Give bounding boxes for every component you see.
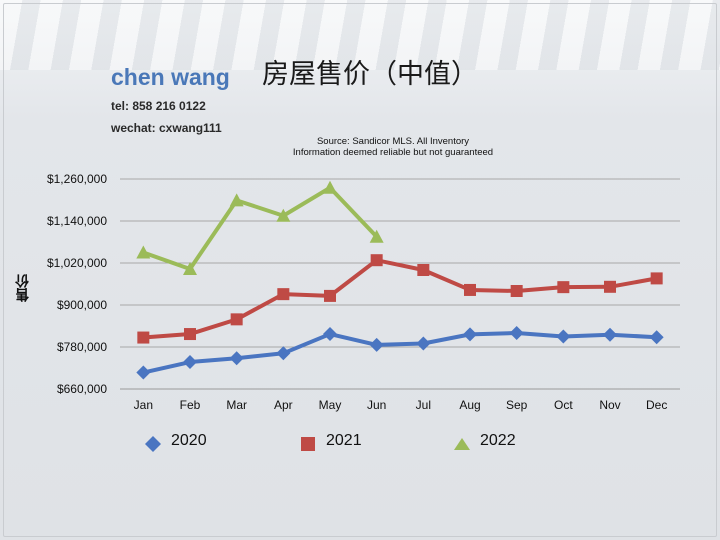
x-tick-label: Mar — [226, 398, 247, 412]
agent-tel: tel: 858 216 0122 — [111, 99, 206, 113]
data-point-2020 — [463, 327, 477, 342]
x-tick-label: Feb — [180, 398, 201, 412]
x-tick-label: Jun — [367, 398, 386, 412]
x-tick-label: Apr — [274, 398, 293, 412]
x-tick-label: Jul — [416, 398, 431, 412]
data-point-2020 — [276, 346, 291, 361]
data-point-2022 — [183, 261, 197, 275]
data-point-2020 — [416, 336, 431, 351]
y-tick-label: $660,000 — [57, 382, 107, 396]
data-point-2022 — [369, 229, 384, 243]
data-point-2021 — [604, 280, 616, 293]
legend-diamond-icon — [145, 436, 161, 452]
y-tick-label: $1,020,000 — [47, 256, 107, 270]
x-tick-label: Oct — [554, 398, 573, 412]
data-point-2021 — [650, 272, 663, 285]
data-point-2022 — [276, 208, 291, 222]
y-tick-label: $1,260,000 — [47, 172, 107, 186]
agent-wechat: wechat: cxwang111 — [111, 121, 222, 135]
data-point-2020 — [509, 326, 524, 340]
x-tick-label: Nov — [599, 398, 620, 412]
data-point-2021 — [184, 328, 196, 341]
legend-square-icon — [301, 437, 315, 451]
x-tick-label: Sep — [506, 398, 528, 412]
slide-border — [3, 3, 717, 537]
chart-title: 房屋售价（中值） — [262, 59, 478, 90]
legend-item-2021: 2021 — [298, 432, 398, 454]
background-stripes — [0, 0, 720, 70]
data-point-2021 — [230, 313, 243, 326]
legend-triangle-icon — [454, 438, 470, 450]
source-line-2: Information deemed reliable but not guar… — [292, 147, 494, 158]
x-tick-label: Dec — [646, 398, 667, 412]
data-point-2020 — [136, 365, 151, 380]
data-point-2020 — [323, 327, 337, 342]
y-tick-label: $900,000 — [57, 298, 107, 312]
y-tick-label: $1,140,000 — [47, 214, 107, 228]
data-point-2021 — [557, 281, 570, 294]
legend-item-2022: 2022 — [452, 432, 552, 454]
data-point-2021 — [324, 289, 336, 302]
data-point-2020 — [556, 329, 571, 344]
data-point-2021 — [370, 254, 383, 267]
data-point-2022 — [229, 193, 244, 207]
legend-label-2021: 2021 — [326, 432, 362, 449]
legend-label-2020: 2020 — [171, 432, 207, 449]
x-tick-label: Jan — [134, 398, 153, 412]
y-tick-label: $780,000 — [57, 340, 107, 354]
data-point-2022 — [323, 180, 337, 194]
x-tick-label: May — [319, 398, 342, 412]
x-tick-label: Aug — [459, 398, 480, 412]
data-point-2020 — [649, 330, 664, 345]
data-point-2020 — [229, 351, 244, 366]
data-point-2021 — [464, 283, 476, 296]
source-line-1: Source: Sandicor MLS. All Inventory — [316, 136, 470, 147]
series-line-2022 — [141, 185, 379, 271]
data-point-2020 — [369, 337, 384, 352]
series-line-2020 — [141, 331, 659, 375]
data-point-2021 — [510, 285, 523, 297]
data-point-2022 — [136, 245, 151, 259]
data-point-2020 — [603, 327, 617, 342]
series-line-2021 — [141, 258, 659, 340]
legend-label-2022: 2022 — [480, 432, 516, 449]
data-point-2021 — [137, 331, 150, 344]
data-point-2021 — [417, 264, 430, 276]
legend-item-2020: 2020 — [143, 432, 243, 454]
data-point-2020 — [183, 355, 197, 370]
agent-name: chen wang — [111, 64, 230, 90]
data-point-2021 — [277, 288, 290, 301]
